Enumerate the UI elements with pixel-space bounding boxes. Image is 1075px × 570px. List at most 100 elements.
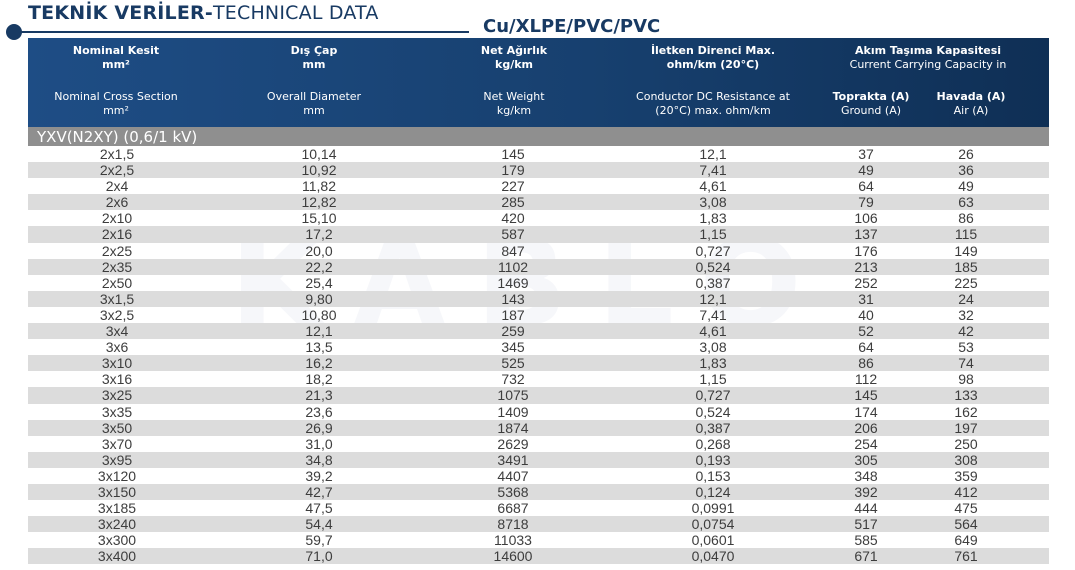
cell-weight: 1102 (497, 258, 529, 275)
cell-weight: 4407 (497, 467, 529, 484)
cell-ground-current: 585 (854, 532, 878, 549)
cell-cross-section: 2x6 (105, 194, 129, 211)
cell-diameter: 34,8 (305, 451, 333, 468)
section-title: YXV(N2XY) (0,6/1 kV) (28, 127, 1049, 146)
cell-air-current: 42 (958, 323, 974, 340)
cell-air-current: 761 (954, 548, 978, 565)
title-underline (14, 31, 469, 33)
header-air: Havada (A) Air (A) (926, 90, 1016, 118)
cell-cross-section: 3x150 (97, 483, 137, 500)
cell-diameter: 13,5 (305, 339, 333, 356)
cell-weight: 14600 (493, 548, 533, 565)
cell-ground-current: 206 (854, 419, 878, 436)
cell-diameter: 23,6 (305, 403, 333, 420)
header-label-tr: Nominal Kesit (72, 44, 160, 57)
cell-diameter: 9,80 (305, 290, 333, 307)
cell-resistance: 12,1 (699, 146, 727, 162)
table-row: 3x4 12,1 259 4,61 52 42 (28, 323, 1049, 340)
cell-diameter: 22,2 (305, 258, 333, 275)
cell-ground-current: 444 (854, 500, 878, 517)
cell-air-current: 53 (958, 339, 974, 356)
cell-ground-current: 64 (858, 339, 874, 356)
cell-diameter: 11,82 (302, 178, 336, 195)
cell-resistance: 1,15 (699, 226, 727, 243)
table-row: 2x4 11,82 227 4,61 64 49 (28, 178, 1049, 194)
cell-ground-current: 671 (854, 548, 878, 565)
cell-ground-current: 254 (854, 435, 878, 452)
table-row: 3x70 31,0 2629 0,268 254 250 (28, 436, 1049, 452)
cell-ground-current: 176 (854, 242, 878, 259)
cell-cross-section: 3x95 (101, 451, 133, 468)
cell-weight: 8718 (497, 516, 529, 533)
header-air-tr: Havada (A) (936, 90, 1006, 103)
table-row: 3x6 13,5 345 3,08 64 53 (28, 339, 1049, 355)
data-table-body: 2x1,5 10,14 145 12,1 37 26 2x2,5 10,92 179 7,41 49… (28, 146, 1049, 565)
table-row: 2x10 15,10 420 1,83 106 86 (28, 210, 1049, 226)
header-unit-tr: mm² (102, 58, 130, 71)
table-row: 3x16 18,2 732 1,15 112 98 (28, 371, 1049, 387)
cell-resistance: 7,41 (699, 306, 727, 323)
cell-air-current: 98 (958, 371, 974, 388)
cell-ground-current: 348 (854, 467, 878, 484)
cell-diameter: 10,14 (301, 146, 337, 162)
header-label-en: Nominal Cross Section (54, 90, 178, 103)
cell-resistance: 0,124 (695, 483, 731, 500)
cell-weight: 847 (501, 242, 525, 259)
cell-air-current: 197 (954, 419, 978, 436)
cell-weight: 227 (501, 178, 525, 195)
cell-air-current: 74 (958, 355, 974, 372)
cell-ground-current: 517 (854, 516, 878, 533)
table-row: 3x95 34,8 3491 0,193 305 308 (28, 451, 1049, 468)
cell-ground-current: 305 (854, 451, 878, 468)
cell-ground-current: 252 (854, 274, 878, 291)
cell-diameter: 20,0 (305, 242, 333, 259)
cell-diameter: 16,2 (305, 355, 333, 372)
cell-cross-section: 3x185 (97, 500, 137, 517)
cell-resistance: 0,0991 (691, 500, 735, 517)
header-unit-en: mm² (103, 104, 129, 117)
cell-resistance: 7,41 (699, 162, 727, 179)
cell-resistance: 0,0601 (691, 532, 735, 549)
table-row: 3x150 42,7 5368 0,124 392 412 (28, 483, 1049, 501)
table-row: 3x10 16,2 525 1,83 86 74 (28, 355, 1049, 372)
cell-resistance: 0,727 (695, 242, 731, 259)
header-label-en: Conductor DC Resistance at (636, 90, 790, 103)
cell-resistance: 0,387 (695, 419, 731, 436)
cell-air-current: 63 (958, 194, 974, 211)
cell-resistance: 0,0470 (691, 548, 735, 565)
cell-air-current: 36 (958, 162, 974, 179)
cell-air-current: 162 (954, 403, 978, 420)
cell-cross-section: 3x400 (97, 548, 137, 565)
cell-diameter: 10,92 (301, 162, 337, 179)
cell-weight: 179 (501, 162, 525, 179)
cell-cross-section: 3x2,5 (99, 306, 135, 323)
header-label-tr: Dış Çap (290, 44, 338, 57)
table-row: 3x35 23,6 1409 0,524 174 162 (28, 404, 1049, 420)
cell-weight: 285 (501, 194, 525, 211)
cell-diameter: 17,2 (305, 226, 333, 243)
header-ground-en: Ground (A) (840, 104, 902, 117)
table-row: 3x1,5 9,80 143 12,1 31 24 (28, 290, 1049, 307)
cell-cross-section: 3x240 (97, 516, 137, 533)
cell-cross-section: 3x1,5 (99, 290, 135, 307)
cell-diameter: 10,80 (301, 306, 337, 323)
cell-ground-current: 64 (858, 178, 874, 195)
cell-cross-section: 3x4 (105, 323, 129, 340)
cell-resistance: 0,524 (695, 258, 731, 275)
header-current-capacity: Akım Taşıma Kapasitesi Current Carrying … (818, 44, 1038, 117)
table-row: 2x50 25,4 1469 0,387 252 225 (28, 275, 1049, 291)
table-row: 3x2,5 10,80 187 7,41 40 32 (28, 307, 1049, 323)
cell-cross-section: 3x120 (97, 467, 137, 484)
cell-cross-section: 2x35 (101, 258, 133, 275)
cell-air-current: 185 (954, 258, 978, 275)
cell-diameter: 59,7 (305, 532, 333, 549)
cell-ground-current: 40 (858, 306, 874, 323)
header-unit-en: kg/km (496, 104, 532, 117)
cell-air-current: 115 (954, 226, 978, 243)
cell-weight: 6687 (497, 500, 529, 517)
header-unit-en: mm (303, 104, 325, 117)
cell-weight: 732 (501, 371, 525, 388)
cell-resistance: 3,08 (699, 194, 727, 211)
cell-air-current: 308 (954, 451, 978, 468)
cell-ground-current: 112 (854, 371, 878, 388)
